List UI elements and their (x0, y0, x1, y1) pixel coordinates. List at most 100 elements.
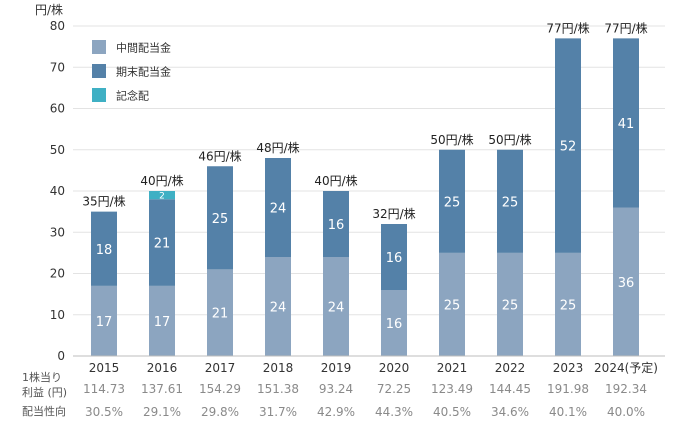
bar-segment (149, 191, 175, 200)
eps-value: 114.73 (83, 382, 125, 396)
y-tick-label: 40 (50, 184, 65, 198)
y-tick-label: 0 (57, 349, 65, 363)
eps-value: 191.98 (547, 382, 589, 396)
payout-row-label: 配当性向 (22, 404, 66, 418)
eps-value: 137.61 (141, 382, 183, 396)
bar-segment (265, 158, 291, 257)
y-tick-label: 80 (50, 19, 65, 33)
x-tick-label: 2023 (553, 361, 584, 375)
bar-segment (207, 269, 233, 356)
bar-value-label: 24 (270, 301, 287, 316)
bar-total-label: 40円/株 (314, 173, 357, 188)
x-tick-label: 2024(予定) (594, 360, 658, 375)
bar-segment (207, 166, 233, 270)
payout-value: 31.7% (259, 405, 297, 419)
eps-value: 123.49 (431, 382, 473, 396)
bar-segment (91, 285, 117, 356)
bar-segment (323, 257, 349, 356)
bar-value-label: 24 (270, 202, 287, 217)
bar-value-label: 17 (96, 315, 113, 330)
x-tick-label: 2021 (437, 361, 468, 375)
x-tick-label: 2016 (147, 361, 178, 375)
bar-value-label: 25 (444, 195, 461, 210)
bar-segment (497, 149, 523, 253)
legend-swatch (92, 40, 106, 54)
eps-value: 93.24 (319, 382, 353, 396)
bar-value-label: 18 (96, 243, 113, 258)
x-tick-label: 2019 (321, 361, 352, 375)
payout-value: 34.6% (491, 405, 529, 419)
x-tick-label: 2020 (379, 361, 410, 375)
bar-value-label: 25 (560, 298, 577, 313)
bar-value-label: 21 (212, 307, 229, 322)
bar-value-label: 41 (618, 117, 635, 132)
eps-value: 144.45 (489, 382, 531, 396)
bar-segment (149, 285, 175, 356)
eps-value: 151.38 (257, 382, 299, 396)
y-unit-label: 円/株 (35, 3, 64, 17)
bar-segment (91, 211, 117, 286)
bar-value-label: 52 (560, 140, 577, 155)
bar-total-label: 32円/株 (372, 206, 415, 221)
bar-value-label: 24 (328, 301, 345, 316)
y-tick-label: 20 (50, 267, 65, 281)
payout-value: 40.0% (607, 405, 645, 419)
eps-value: 72.25 (377, 382, 411, 396)
bar-segment (149, 199, 175, 286)
bar-value-label: 36 (618, 276, 635, 291)
payout-value: 40.1% (549, 405, 587, 419)
bar-total-label: 35円/株 (82, 194, 125, 209)
bar-value-label: 25 (212, 212, 229, 227)
bar-total-label: 40円/株 (140, 173, 183, 188)
legend-swatch (92, 64, 106, 78)
y-tick-label: 70 (50, 60, 65, 74)
payout-value: 29.1% (143, 405, 181, 419)
x-tick-label: 2017 (205, 361, 236, 375)
bar-value-label: 16 (386, 317, 403, 332)
axes: 0 10 20 30 40 50 60 70 80 2015 2016 2017 2018 2019 202… (50, 19, 665, 375)
bar-segment (381, 224, 407, 290)
bars: 17 18 35円/株 17 21 2 40円/株 21 25 46円/株 24 24 48円/株 24 1… (82, 20, 648, 356)
bar-segment (381, 290, 407, 356)
payout-value: 29.8% (201, 405, 239, 419)
legend-label: 記念配 (116, 89, 149, 103)
eps-row-label: 利益 (円) (22, 385, 67, 399)
bar-segment (555, 252, 581, 356)
legend-label: 中間配当金 (116, 41, 171, 55)
eps-row-label: 1株当り (22, 370, 62, 384)
y-tick-label: 60 (50, 102, 65, 116)
y-tick-label: 50 (50, 143, 65, 157)
payout-value: 40.5% (433, 405, 471, 419)
payout-value: 30.5% (85, 405, 123, 419)
bar-segment (265, 257, 291, 356)
bar-value-label: 25 (502, 195, 519, 210)
bar-segment (439, 252, 465, 356)
bar-segment (555, 38, 581, 253)
bar-value-label: 16 (328, 218, 345, 233)
bar-total-label: 46円/株 (198, 148, 241, 163)
y-tick-label: 10 (50, 308, 65, 322)
legend-swatch (92, 88, 106, 102)
x-tick-label: 2018 (263, 361, 294, 375)
bar-value-label: 16 (386, 251, 403, 266)
bar-value-label: 21 (154, 237, 171, 252)
bar-value-label: 25 (444, 298, 461, 313)
bar-total-label: 50円/株 (430, 132, 473, 147)
y-tick-label: 30 (50, 225, 65, 239)
bar-segment (323, 191, 349, 257)
bar-segment (497, 252, 523, 356)
x-tick-label: 2022 (495, 361, 526, 375)
bar-value-label: 17 (154, 315, 171, 330)
bar-value-label: 25 (502, 298, 519, 313)
eps-value: 192.34 (605, 382, 647, 396)
x-tick-label: 2015 (89, 361, 120, 375)
bar-segment (439, 149, 465, 253)
eps-value: 154.29 (199, 382, 241, 396)
bar-total-label: 48円/株 (256, 140, 299, 155)
payout-value: 42.9% (317, 405, 355, 419)
bar-segment (613, 38, 639, 208)
bar-segment (613, 207, 639, 356)
bar-total-label: 50円/株 (488, 132, 531, 147)
